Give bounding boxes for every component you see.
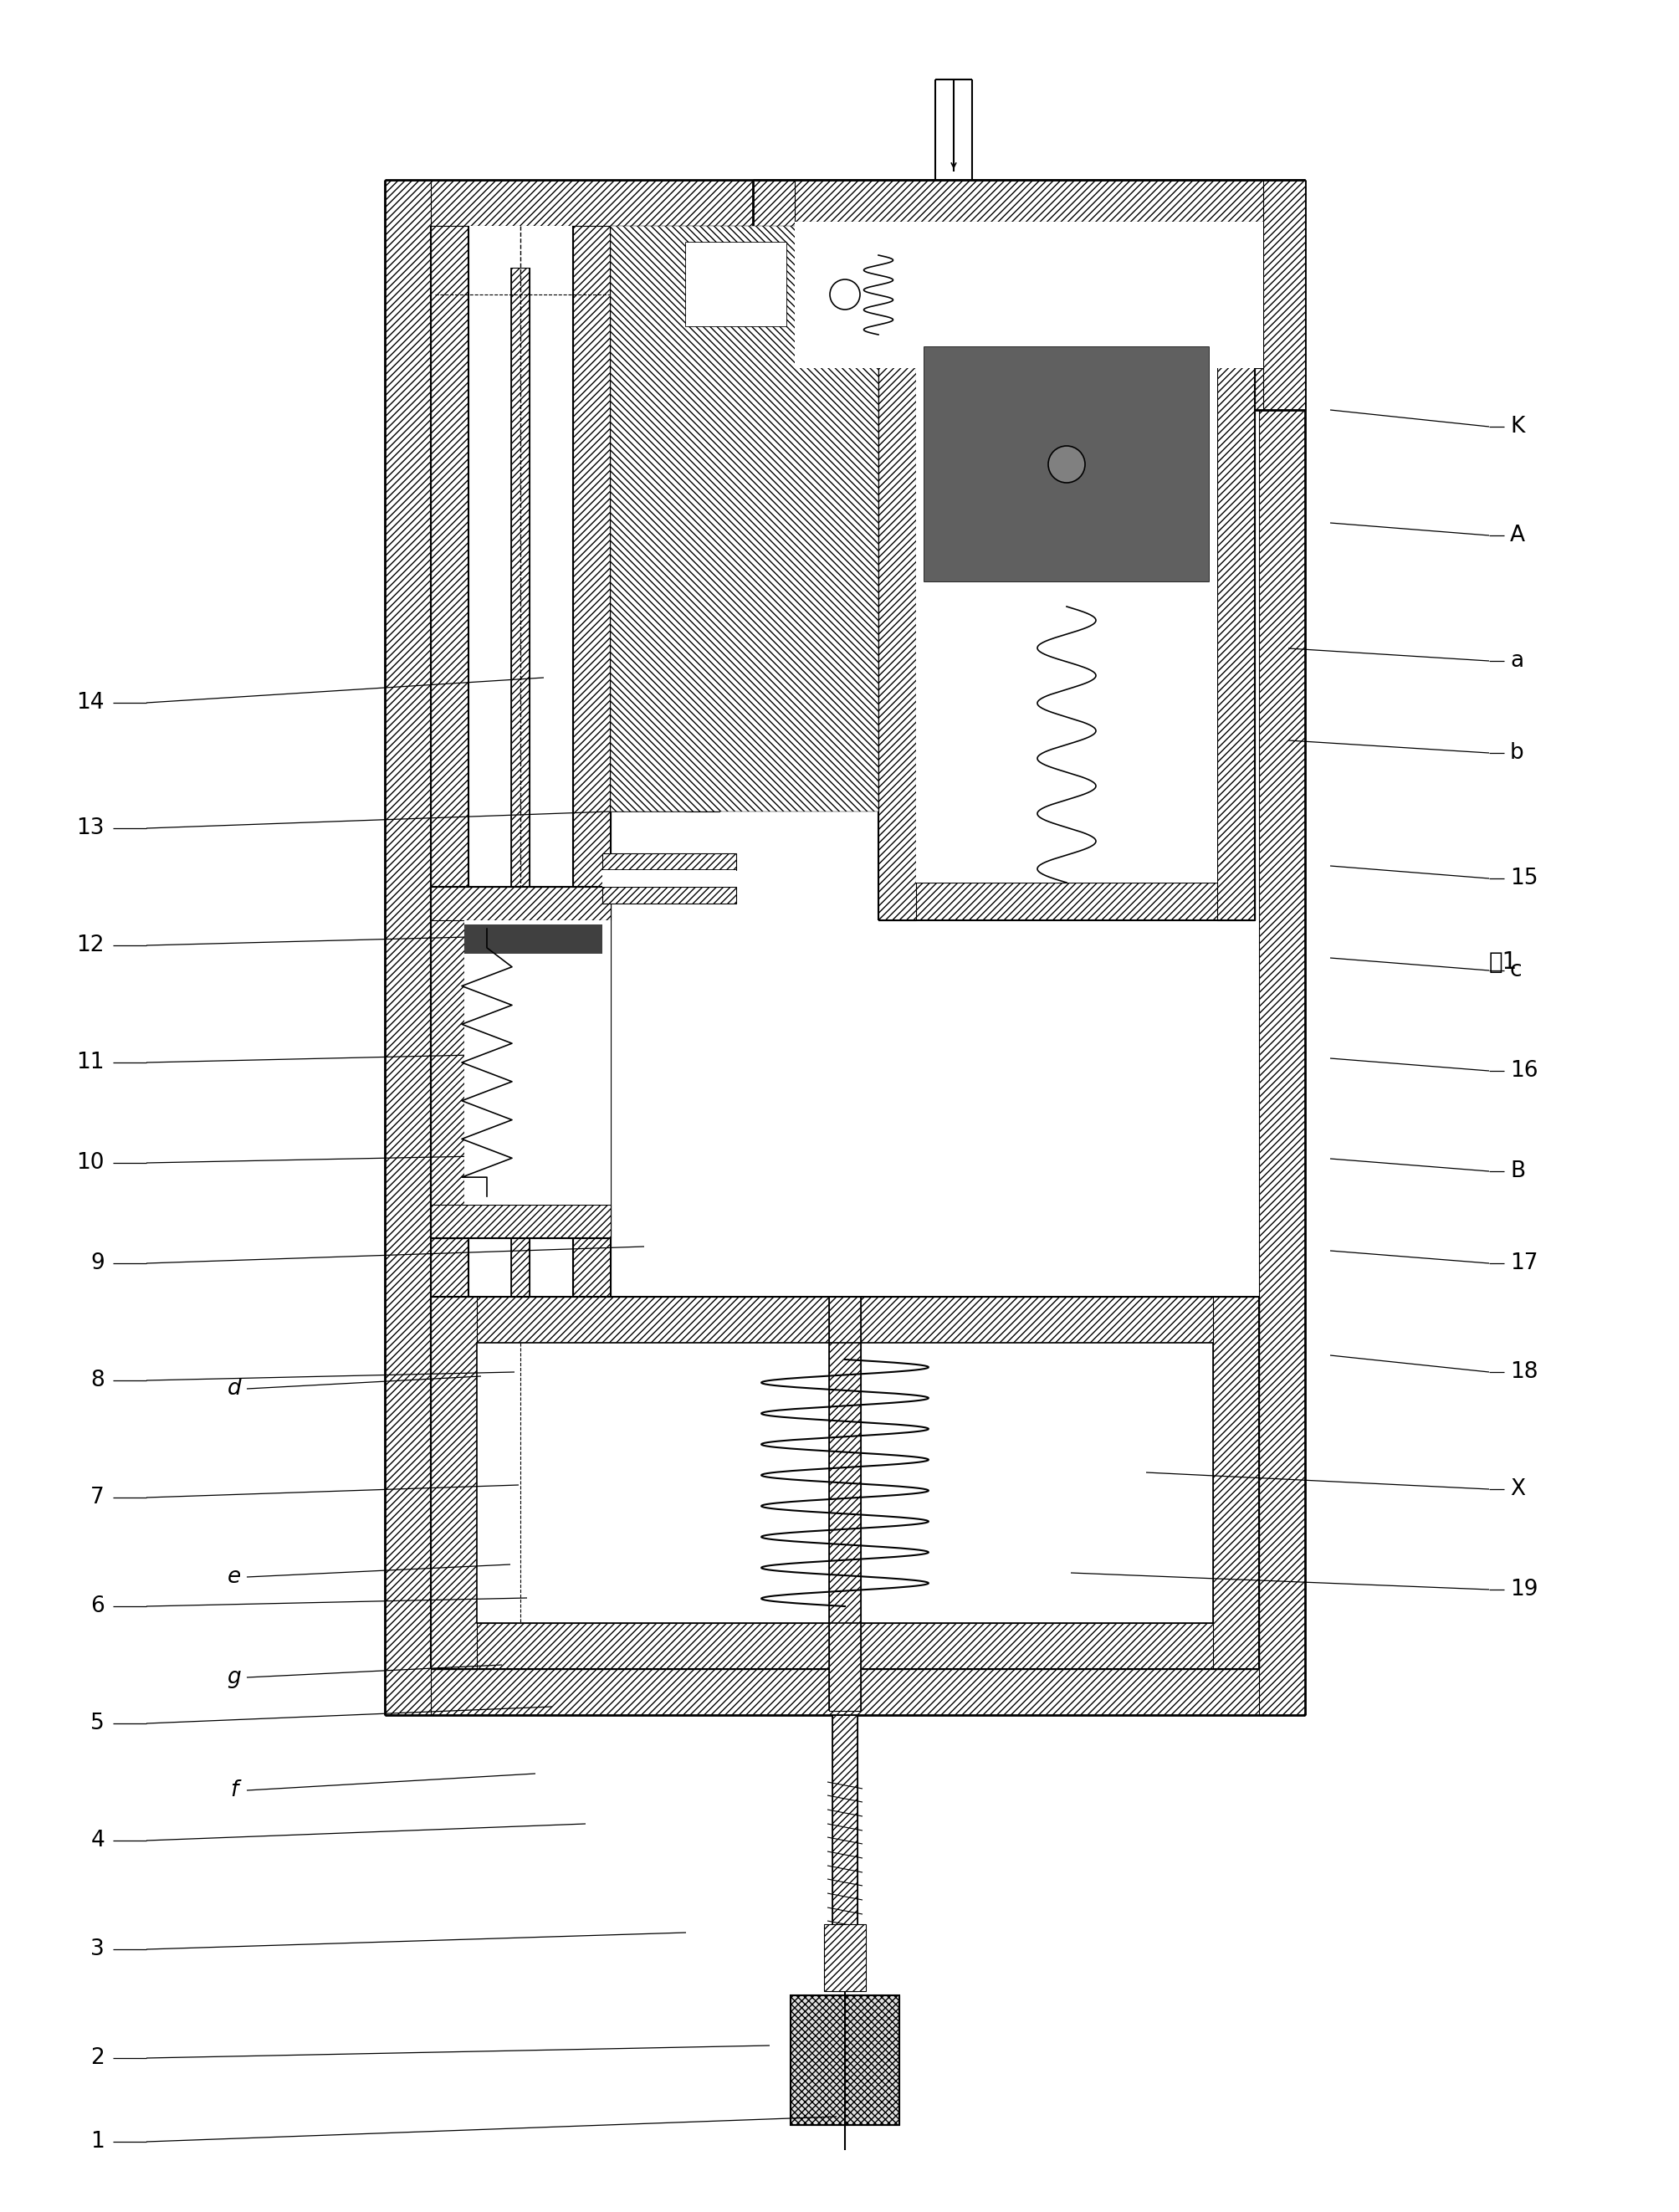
Bar	[878, 292, 915, 920]
Bar	[603, 854, 735, 869]
Bar	[824, 1924, 865, 1991]
Bar	[791, 1995, 898, 2126]
Bar	[1239, 234, 1254, 356]
Bar	[719, 226, 954, 812]
Text: B: B	[1509, 1161, 1525, 1181]
Text: 5: 5	[91, 1712, 104, 1734]
Bar	[430, 1296, 477, 1670]
Bar	[477, 1343, 1212, 1624]
Circle shape	[829, 279, 860, 310]
Bar	[923, 347, 1209, 582]
Bar	[430, 1206, 611, 1239]
Bar	[752, 179, 1305, 221]
Bar	[685, 243, 786, 327]
Text: 14: 14	[77, 692, 104, 714]
Bar	[685, 243, 786, 327]
Bar	[613, 228, 683, 810]
Text: 13: 13	[77, 818, 104, 838]
Bar	[384, 179, 1305, 226]
Text: 12: 12	[77, 933, 104, 956]
Text: 15: 15	[1509, 867, 1538, 889]
Bar	[954, 226, 987, 812]
Bar	[430, 887, 463, 1239]
Bar	[463, 920, 611, 1206]
Bar	[603, 887, 735, 902]
Bar	[430, 1624, 1259, 1670]
Bar	[603, 869, 735, 887]
Text: 9: 9	[91, 1252, 104, 1274]
Bar	[384, 179, 430, 1714]
Text: 4: 4	[91, 1829, 104, 1851]
Bar	[1263, 179, 1305, 409]
Bar	[685, 226, 719, 812]
Bar	[430, 1296, 1259, 1343]
Bar	[811, 341, 1254, 356]
Text: 10: 10	[77, 1152, 104, 1175]
Bar	[611, 226, 878, 812]
Bar	[923, 347, 1209, 582]
Text: 1: 1	[91, 2130, 104, 2152]
Bar	[510, 268, 529, 1447]
Bar	[794, 221, 1263, 367]
Text: 2: 2	[91, 2046, 104, 2068]
Text: 3: 3	[91, 1938, 104, 1960]
Text: 18: 18	[1509, 1360, 1538, 1382]
Bar	[430, 887, 611, 920]
Bar	[463, 925, 603, 953]
Bar	[611, 226, 685, 812]
Text: X: X	[1509, 1478, 1525, 1500]
Bar	[878, 883, 1254, 920]
Bar	[1259, 179, 1305, 1714]
Bar	[752, 179, 794, 409]
Text: 11: 11	[77, 1051, 104, 1073]
Bar	[430, 226, 1259, 1670]
Text: 7: 7	[91, 1486, 104, 1509]
Circle shape	[1048, 447, 1085, 482]
Text: 19: 19	[1509, 1579, 1538, 1601]
Bar	[430, 226, 468, 1489]
Bar	[752, 367, 1305, 409]
Bar	[833, 1714, 856, 1991]
Text: c: c	[1509, 960, 1521, 982]
Bar	[1217, 292, 1254, 920]
Bar	[573, 226, 611, 1489]
Bar	[791, 1995, 898, 2126]
Bar	[384, 1670, 1305, 1714]
Text: e: e	[227, 1566, 240, 1588]
Bar	[829, 1296, 860, 1710]
Bar	[811, 234, 826, 356]
Text: g: g	[227, 1666, 242, 1688]
Bar	[811, 234, 1254, 250]
Bar	[878, 292, 1254, 330]
Bar	[468, 226, 573, 1489]
Text: 16: 16	[1509, 1060, 1538, 1082]
Bar	[1212, 1296, 1259, 1670]
Text: 图1: 图1	[1488, 951, 1518, 973]
Bar	[477, 1343, 1212, 1624]
Bar	[826, 250, 1239, 341]
Text: 6: 6	[91, 1595, 104, 1617]
Text: 17: 17	[1509, 1252, 1538, 1274]
Text: a: a	[1509, 650, 1523, 672]
Text: A: A	[1509, 524, 1525, 546]
Text: f: f	[230, 1778, 238, 1801]
Text: 8: 8	[91, 1369, 104, 1391]
Text: b: b	[1509, 741, 1523, 763]
Text: d: d	[227, 1378, 242, 1400]
Bar	[915, 330, 1217, 883]
Text: K: K	[1509, 416, 1525, 438]
Bar	[685, 243, 786, 327]
